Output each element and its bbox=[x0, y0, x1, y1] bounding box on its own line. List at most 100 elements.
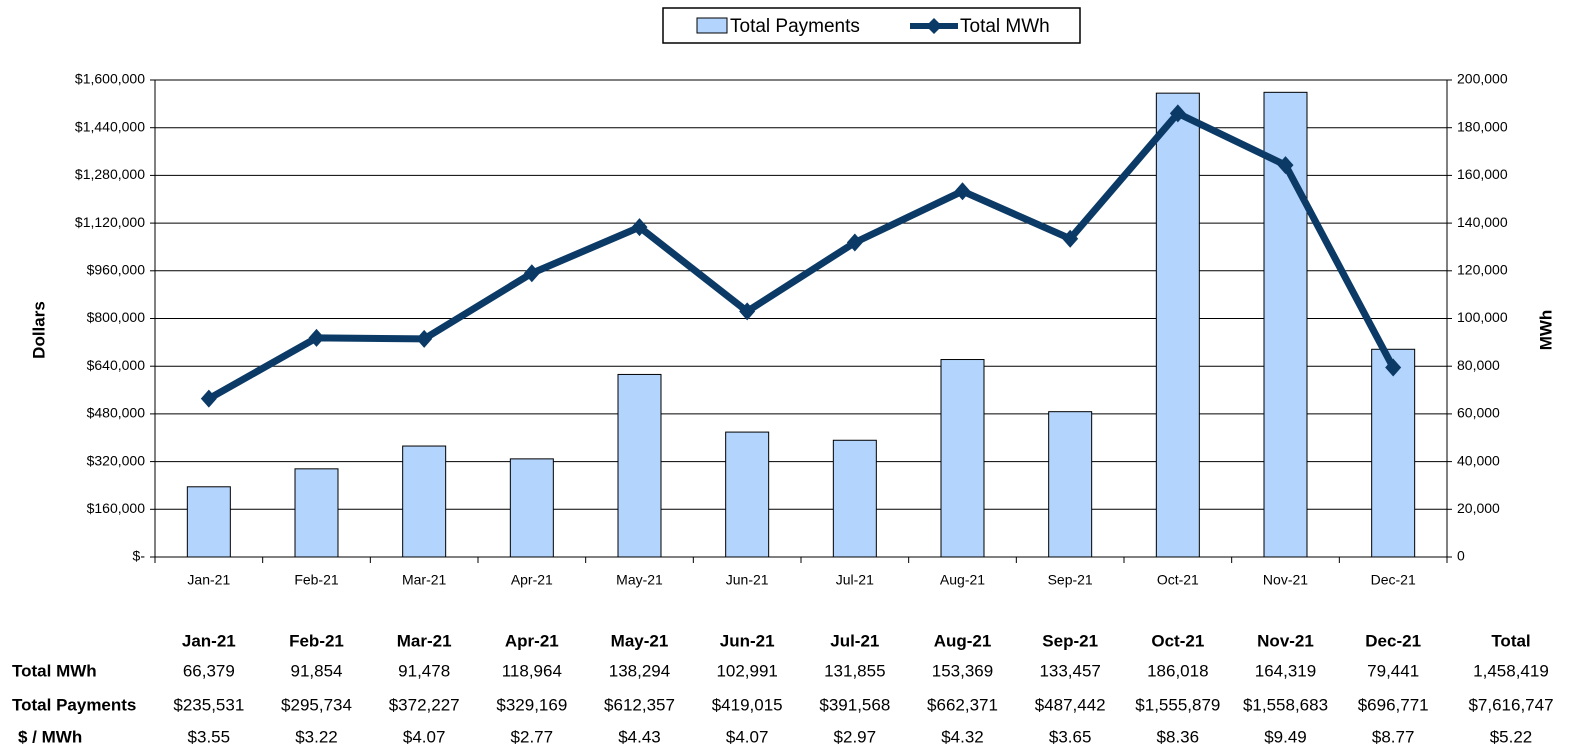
table-total: $5.22 bbox=[1490, 727, 1533, 746]
table-cell: 153,369 bbox=[932, 661, 993, 680]
x-tick-label: Dec-21 bbox=[1371, 572, 1416, 588]
legend-swatch bbox=[696, 17, 728, 34]
table-cell: $1,558,683 bbox=[1243, 695, 1328, 714]
table-cell: $612,357 bbox=[604, 695, 675, 714]
y2-tick-label: 160,000 bbox=[1457, 166, 1508, 182]
table-cell: 133,457 bbox=[1039, 661, 1100, 680]
y-tick-label: $320,000 bbox=[87, 452, 146, 468]
table-cell: 138,294 bbox=[609, 661, 670, 680]
table-cell: $487,442 bbox=[1035, 695, 1106, 714]
table-cell: $3.22 bbox=[295, 727, 338, 746]
table-cell: $9.49 bbox=[1264, 727, 1307, 746]
table-header: Jan-21 bbox=[182, 631, 236, 650]
y-axis-label: Dollars bbox=[29, 301, 48, 359]
line-marker bbox=[1169, 104, 1186, 123]
table-cell: 66,379 bbox=[183, 661, 235, 680]
y-tick-label: $1,440,000 bbox=[75, 118, 145, 134]
x-tick-label: Sep-21 bbox=[1048, 572, 1093, 588]
table-header: Aug-21 bbox=[934, 631, 992, 650]
row-label: $ / MWh bbox=[18, 727, 82, 746]
x-tick-label: Jun-21 bbox=[726, 572, 769, 588]
line-marker bbox=[631, 218, 648, 237]
y-tick-label: $1,280,000 bbox=[75, 166, 145, 182]
table-cell: $2.77 bbox=[511, 727, 554, 746]
table-header: Dec-21 bbox=[1365, 631, 1421, 650]
y-tick-label: $480,000 bbox=[87, 405, 146, 421]
table-cell: $419,015 bbox=[712, 695, 783, 714]
table-cell: $4.43 bbox=[618, 727, 661, 746]
legend-label: Total Payments bbox=[730, 16, 860, 37]
y-tick-label: $960,000 bbox=[87, 262, 146, 278]
y2-tick-label: 120,000 bbox=[1457, 262, 1508, 278]
x-tick-label: Mar-21 bbox=[402, 572, 447, 588]
table-cell: 186,018 bbox=[1147, 661, 1208, 680]
bar bbox=[402, 445, 447, 558]
x-tick-label: Aug-21 bbox=[940, 572, 985, 588]
table-cell: 102,991 bbox=[716, 661, 777, 680]
bar bbox=[294, 468, 339, 558]
line-marker bbox=[308, 328, 325, 347]
y-tick-label: $- bbox=[133, 548, 146, 564]
table-cell: $4.07 bbox=[726, 727, 769, 746]
table-cell: 164,319 bbox=[1255, 661, 1316, 680]
y-tick-label: $1,120,000 bbox=[75, 214, 145, 230]
line-marker bbox=[846, 233, 863, 252]
table-cell: 91,478 bbox=[398, 661, 450, 680]
bar bbox=[1048, 411, 1093, 558]
table-cell: $3.65 bbox=[1049, 727, 1092, 746]
line-marker bbox=[1385, 358, 1402, 377]
x-tick-label: Feb-21 bbox=[294, 572, 339, 588]
row-label: Total Payments bbox=[12, 695, 136, 714]
table-cell: 118,964 bbox=[502, 661, 562, 680]
table-cell: $662,371 bbox=[927, 695, 998, 714]
table-cell: $4.32 bbox=[941, 727, 984, 746]
bar bbox=[725, 431, 770, 558]
table-header: Nov-21 bbox=[1257, 631, 1314, 650]
y-tick-label: $640,000 bbox=[87, 357, 146, 373]
table-header: May-21 bbox=[611, 631, 669, 650]
y-tick-label: $160,000 bbox=[87, 500, 146, 516]
x-tick-label: May-21 bbox=[616, 572, 663, 588]
y2-tick-label: 100,000 bbox=[1457, 309, 1508, 325]
legend-label: Total MWh bbox=[960, 16, 1050, 37]
line-marker bbox=[200, 389, 217, 408]
table-header: Oct-21 bbox=[1151, 631, 1204, 650]
bar bbox=[617, 373, 662, 558]
bar bbox=[832, 439, 877, 558]
table-header: Jul-21 bbox=[830, 631, 879, 650]
x-tick-label: Jul-21 bbox=[836, 572, 874, 588]
table-cell: $372,227 bbox=[389, 695, 460, 714]
table-header: Sep-21 bbox=[1042, 631, 1098, 650]
line-marker bbox=[739, 302, 756, 321]
y2-tick-label: 60,000 bbox=[1457, 405, 1500, 421]
line-marker bbox=[1062, 229, 1079, 248]
bar bbox=[186, 486, 231, 558]
line-marker bbox=[416, 329, 433, 348]
legend-marker bbox=[926, 18, 942, 34]
y2-tick-label: 200,000 bbox=[1457, 71, 1508, 87]
y2-tick-label: 180,000 bbox=[1457, 118, 1508, 134]
table-cell: $4.07 bbox=[403, 727, 446, 746]
bar bbox=[1155, 92, 1200, 558]
x-tick-label: Oct-21 bbox=[1157, 572, 1199, 588]
y-tick-label: $800,000 bbox=[87, 309, 146, 325]
table-cell: $329,169 bbox=[496, 695, 567, 714]
table-cell: $3.55 bbox=[188, 727, 231, 746]
y2-tick-label: 0 bbox=[1457, 548, 1465, 564]
table-header: Feb-21 bbox=[289, 631, 344, 650]
bar bbox=[940, 359, 985, 558]
line-marker bbox=[954, 182, 971, 201]
table-cell: $391,568 bbox=[819, 695, 890, 714]
table-total: $7,616,747 bbox=[1468, 695, 1553, 714]
table-header: Apr-21 bbox=[505, 631, 559, 650]
row-label: Total MWh bbox=[12, 661, 97, 680]
table-cell: $8.36 bbox=[1157, 727, 1200, 746]
line bbox=[207, 109, 1397, 402]
legend-box bbox=[662, 7, 1081, 44]
y2-tick-label: 20,000 bbox=[1457, 500, 1500, 516]
line-marker bbox=[1277, 156, 1294, 175]
table-header: Mar-21 bbox=[397, 631, 452, 650]
table-header: Jun-21 bbox=[720, 631, 775, 650]
